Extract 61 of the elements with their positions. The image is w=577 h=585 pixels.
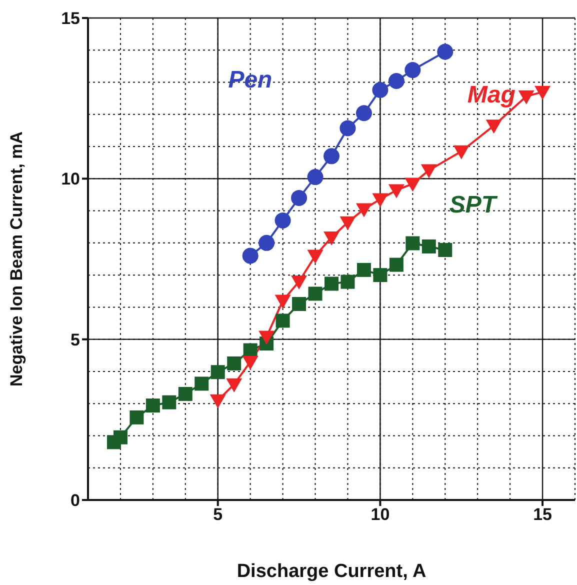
point [276,314,290,328]
point [292,296,306,311]
point [372,193,388,208]
point [422,239,436,254]
y-tick-label: 10 [61,170,80,189]
point [420,164,437,178]
point [453,145,470,160]
point [340,216,356,230]
point [178,386,192,401]
point [373,268,388,282]
point [356,262,371,277]
point [324,148,340,164]
point [210,365,225,380]
series-label: Mag [467,82,516,109]
point [518,90,534,104]
point [437,44,454,60]
point [406,236,420,250]
point [162,395,176,410]
x-tick-label: 10 [370,505,390,524]
y-tick-label: 15 [61,9,80,28]
point [388,184,404,198]
point [307,169,324,186]
point [227,356,242,370]
point [389,258,404,272]
point [146,398,160,413]
point [324,276,338,291]
point [404,178,421,192]
point [388,72,404,89]
x-tick-label: 5 [213,505,223,524]
x-axis-title: Discharge Current, A [236,561,426,582]
point [242,356,258,370]
point [291,190,308,206]
point [356,203,372,218]
series-label: SPT [449,192,498,219]
text: Pen [228,66,272,94]
point [291,275,308,290]
point [340,274,355,289]
point [113,430,128,444]
point [210,394,226,408]
x-tick-label: 15 [533,505,552,524]
point [340,120,356,136]
point [258,234,275,251]
point [274,212,291,228]
y-axis-title: Negative Ion Beam Current, mA [7,131,26,387]
point [308,286,322,301]
point [404,62,421,78]
point [226,378,242,392]
point [324,231,340,246]
point [438,243,452,258]
point [194,376,209,391]
point [258,330,275,345]
y-tick-label: 0 [70,491,80,510]
point [242,248,258,264]
point [274,294,291,309]
point [534,86,551,100]
point [130,410,144,424]
point [372,82,388,98]
point [486,120,502,134]
point [356,105,372,122]
y-tick-label: 5 [70,330,80,350]
point [307,250,324,264]
